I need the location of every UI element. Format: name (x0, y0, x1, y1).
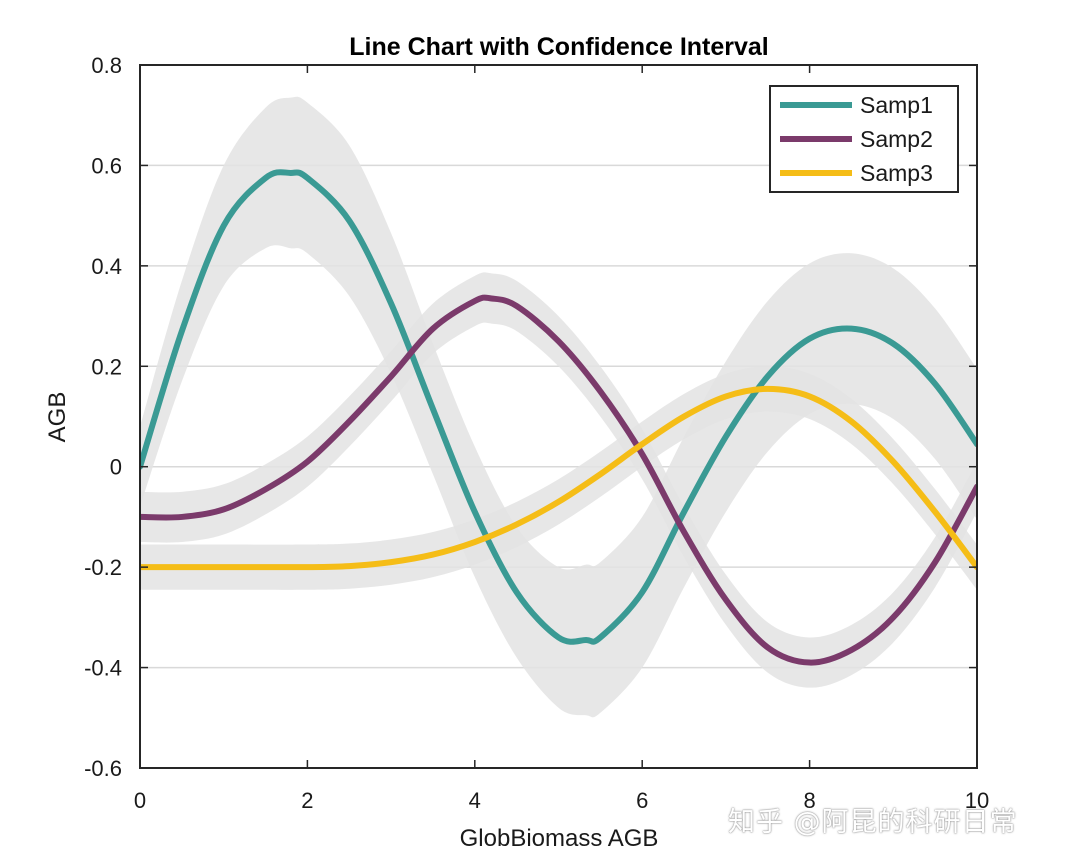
y-tick-label: 0.8 (91, 53, 122, 78)
x-tick-label: 2 (301, 788, 313, 813)
plot-frame (139, 64, 978, 769)
series-line-samp2 (140, 294, 977, 666)
confidence-band-samp1 (140, 96, 977, 718)
x-axis-label: GlobBiomass AGB (460, 825, 659, 852)
legend: Samp1 Samp2 Samp3 (769, 85, 959, 193)
series-line-samp3 (140, 385, 977, 571)
confidence-band-samp2 (140, 272, 977, 688)
x-tick-label: 8 (803, 788, 815, 813)
legend-label-samp2: Samp2 (860, 126, 933, 152)
series-line-samp1 (140, 169, 977, 645)
y-tick-label: -0.4 (84, 656, 122, 681)
x-tick-label: 4 (469, 788, 481, 813)
x-tick-label: 0 (134, 788, 146, 813)
y-tick-label: 0.6 (91, 153, 122, 178)
legend-label-samp3: Samp3 (860, 160, 933, 186)
x-tick-label: 10 (965, 788, 989, 813)
y-axis-label: AGB (44, 392, 71, 443)
watermark-text: 知乎 @阿昆的科研日常 (728, 807, 1018, 838)
chart-title: Line Chart with Confidence Interval (349, 33, 769, 61)
y-tick-label: 0.4 (91, 254, 122, 279)
y-tick-label: 0 (110, 455, 122, 480)
y-tick-label: -0.6 (84, 756, 122, 781)
legend-label-samp1: Samp1 (860, 92, 933, 118)
x-tick-label: 6 (636, 788, 648, 813)
y-tick-label: -0.2 (84, 555, 122, 580)
y-tick-label: 0.2 (91, 354, 122, 379)
